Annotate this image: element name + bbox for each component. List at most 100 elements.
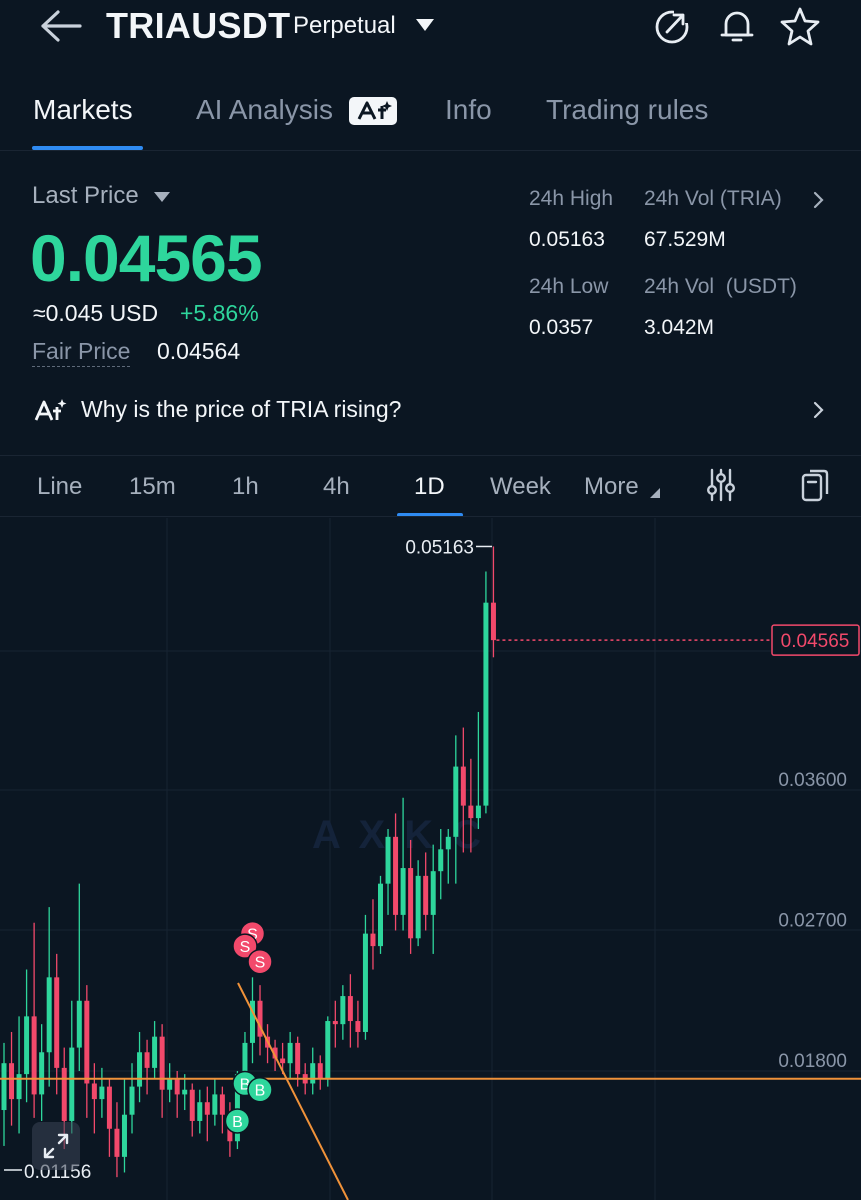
candle-body [317, 1063, 323, 1079]
vol-base-label[interactable]: 24h Vol (TRIA) [644, 187, 782, 210]
candle-body [182, 1089, 188, 1095]
candle [445, 829, 451, 884]
active-timeframe-indicator [397, 513, 463, 517]
chevron-down-icon[interactable] [414, 17, 436, 33]
tab-trading-rules[interactable]: Trading rules [546, 94, 709, 125]
candle [468, 758, 474, 853]
signal-label: B [255, 1083, 266, 1100]
caret-icon[interactable] [648, 486, 662, 500]
candle [212, 1078, 218, 1126]
candle [483, 571, 489, 814]
candle-body [430, 871, 436, 915]
candle [430, 844, 436, 954]
fair-price-label[interactable]: Fair Price [32, 338, 131, 367]
candle-body [144, 1052, 150, 1068]
candle-body [137, 1052, 143, 1087]
candle-body [152, 1036, 158, 1068]
top-bar: TRIAUSDT Perpetual [0, 0, 861, 60]
candle-body [129, 1086, 135, 1115]
candle-body [159, 1036, 165, 1090]
indicator-settings-icon[interactable] [704, 466, 738, 504]
candle-body [1, 1063, 7, 1111]
candle [39, 1024, 45, 1121]
divider [0, 455, 861, 456]
candle [159, 1024, 165, 1118]
candle-body [400, 868, 406, 915]
bell-icon[interactable] [717, 6, 757, 46]
current-price-tag: 0.04565 [771, 624, 860, 656]
timeframe-15m[interactable]: 15m [129, 473, 176, 500]
candle [16, 1016, 22, 1134]
back-arrow-icon[interactable] [38, 8, 84, 44]
candle [453, 735, 459, 884]
contract-type-label[interactable]: Perpetual [293, 12, 396, 39]
chevron-right-icon[interactable] [812, 400, 826, 420]
copy-layout-icon[interactable] [798, 466, 832, 504]
fair-price-value: 0.04564 [157, 338, 241, 364]
candle-body [76, 1000, 82, 1048]
candle-body [31, 1016, 37, 1095]
candle-body [84, 1000, 90, 1084]
tab-markets[interactable]: Markets [33, 94, 133, 125]
candle-body [295, 1042, 301, 1075]
signal-dot [224, 1108, 251, 1134]
share-icon[interactable] [652, 6, 692, 46]
candle-body [242, 1042, 248, 1075]
candle [31, 922, 37, 1118]
candle [197, 1089, 203, 1134]
candle-body [106, 1086, 112, 1129]
candle [362, 914, 368, 1040]
candle-body [378, 883, 383, 947]
chevron-right-icon[interactable] [812, 190, 826, 210]
last-price-value: 0.04565 [30, 221, 263, 295]
star-icon[interactable] [780, 6, 820, 46]
max-price-label: 0.05163 [405, 537, 474, 558]
high-24h-value: 0.05163 [529, 228, 605, 251]
candle-body [325, 1021, 331, 1079]
timeframe-1d[interactable]: 1D [414, 473, 445, 500]
candle-body [340, 996, 346, 1025]
candle [121, 1078, 127, 1173]
last-price-selector[interactable]: Last Price [32, 182, 139, 209]
candle [287, 1031, 293, 1079]
candle [129, 1063, 135, 1134]
timeframe-more[interactable]: More [584, 473, 639, 500]
candle [415, 860, 421, 947]
candle-body [332, 1021, 338, 1025]
candle-body [483, 602, 489, 806]
timeframe-4h[interactable]: 4h [323, 473, 350, 500]
candle [438, 829, 444, 900]
timeframe-1h[interactable]: 1h [232, 473, 259, 500]
signal-label: S [240, 939, 251, 956]
candle [475, 711, 481, 830]
candle-body [16, 1074, 22, 1100]
high-24h-label: 24h High [529, 187, 614, 210]
tab-ai-analysis[interactable]: AI Analysis [196, 94, 333, 125]
tab-info[interactable]: Info [445, 94, 492, 125]
candle [137, 1031, 143, 1103]
candle [84, 985, 90, 1118]
candle-body [121, 1114, 127, 1157]
candle-body [212, 1094, 218, 1115]
candle [423, 852, 429, 931]
candle-body [460, 766, 466, 806]
symbol-title[interactable]: TRIAUSDT [106, 5, 291, 46]
candle-body [453, 766, 459, 837]
candle-body [189, 1089, 195, 1121]
sell-signal-marker: S [232, 933, 258, 959]
candle [114, 1102, 120, 1178]
ai-icon [34, 399, 67, 421]
timeframe-week[interactable]: Week [490, 473, 551, 500]
fullscreen-button[interactable] [32, 1122, 80, 1170]
ai-insight-text[interactable]: Why is the price of TRIA rising? [81, 396, 402, 422]
candle [325, 1016, 331, 1087]
candle-body [54, 977, 60, 1068]
candle-body [310, 1063, 316, 1084]
chevron-down-icon[interactable] [153, 191, 171, 203]
candle [24, 969, 30, 1103]
candle [144, 1039, 150, 1095]
divider [0, 150, 861, 151]
timeframe-line[interactable]: Line [37, 473, 83, 500]
candle [393, 813, 399, 931]
